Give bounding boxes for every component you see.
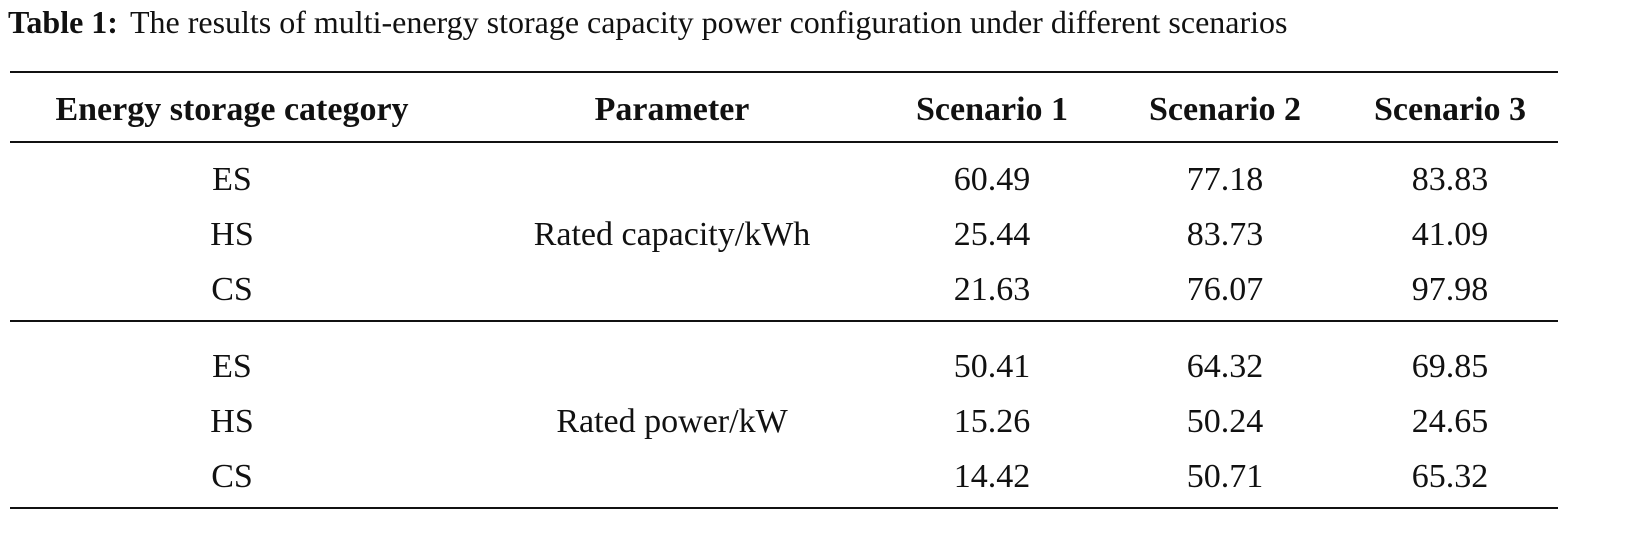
table-caption: Table 1: The results of multi-energy stor… — [8, 4, 1287, 41]
value-cell: 83.73 — [1186, 216, 1264, 253]
group-rule — [10, 320, 1558, 322]
category-cell: HS — [210, 216, 254, 253]
column-header: Scenario 3 — [1373, 91, 1527, 128]
column-header: Parameter — [594, 91, 750, 128]
value-cell: 14.42 — [953, 458, 1031, 495]
parameter-cell: Rated capacity/kWh — [533, 216, 811, 253]
column-header: Energy storage category — [55, 91, 409, 128]
value-cell: 50.24 — [1186, 403, 1264, 440]
value-cell: 25.44 — [953, 216, 1031, 253]
value-cell: 15.26 — [953, 403, 1031, 440]
value-cell: 60.49 — [953, 161, 1031, 198]
category-cell: CS — [211, 271, 253, 308]
value-cell: 24.65 — [1411, 403, 1489, 440]
bottom-rule — [10, 507, 1558, 509]
value-cell: 50.71 — [1186, 458, 1264, 495]
caption-text: The results of multi-energy storage capa… — [129, 4, 1288, 40]
top-rule — [10, 71, 1558, 73]
caption-label: Table 1: — [8, 4, 118, 40]
value-cell: 69.85 — [1411, 348, 1489, 385]
value-cell: 97.98 — [1411, 271, 1489, 308]
value-cell: 83.83 — [1411, 161, 1489, 198]
value-cell: 50.41 — [953, 348, 1031, 385]
column-header: Scenario 1 — [915, 91, 1069, 128]
category-cell: ES — [212, 161, 252, 198]
value-cell: 76.07 — [1186, 271, 1264, 308]
value-cell: 65.32 — [1411, 458, 1489, 495]
value-cell: 77.18 — [1186, 161, 1264, 198]
column-header: Scenario 2 — [1148, 91, 1302, 128]
category-cell: ES — [212, 348, 252, 385]
value-cell: 21.63 — [953, 271, 1031, 308]
value-cell: 41.09 — [1411, 216, 1489, 253]
header-rule — [10, 141, 1558, 143]
value-cell: 64.32 — [1186, 348, 1264, 385]
category-cell: HS — [210, 403, 254, 440]
parameter-cell: Rated power/kW — [556, 403, 788, 440]
category-cell: CS — [211, 458, 253, 495]
